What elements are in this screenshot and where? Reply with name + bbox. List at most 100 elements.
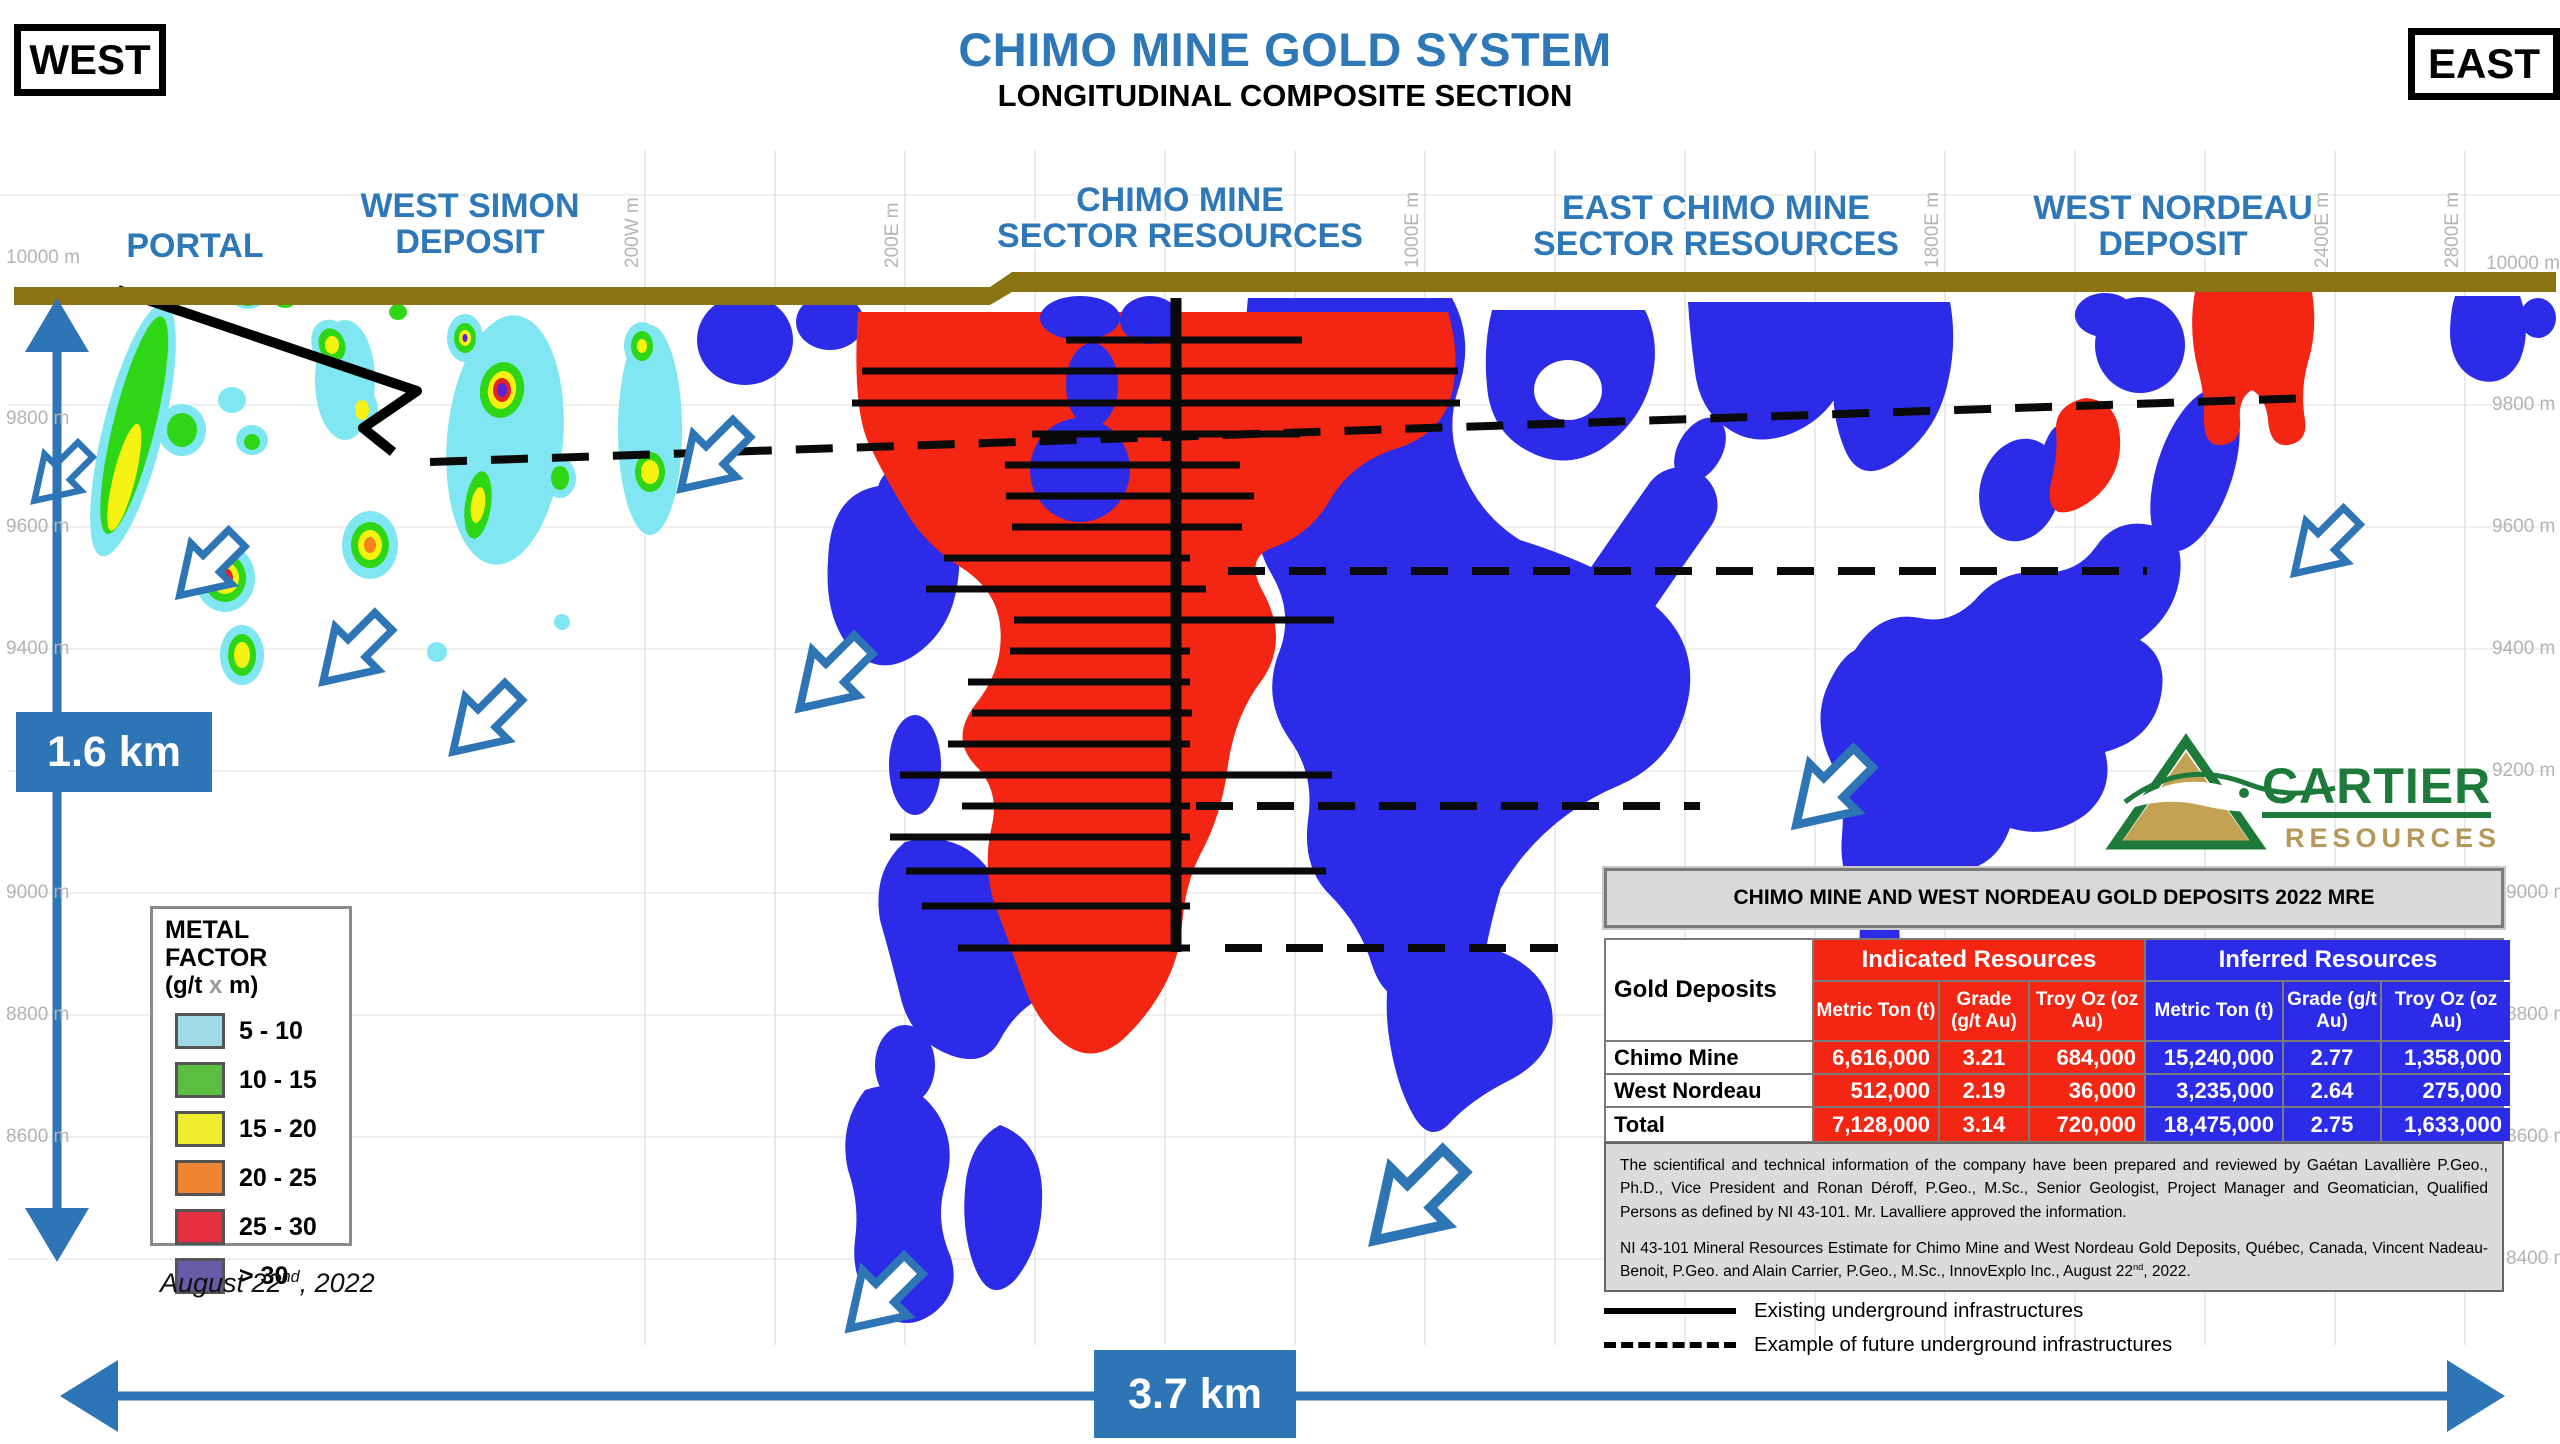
table-cell: 7,128,000	[1814, 1108, 1938, 1141]
col-header-metric: Metric Ton (t)	[2146, 982, 2282, 1040]
col-header-grade: Grade (g/t Au)	[2284, 982, 2380, 1040]
inferred-resource-blobs	[697, 293, 2556, 1324]
line-legend-future: Example of future underground infrastruc…	[1604, 1330, 2504, 1360]
elevation-label-left: 9800 m	[6, 408, 70, 429]
mf-sub-pre: (g/t	[165, 972, 209, 999]
legend-swatch	[175, 1258, 225, 1294]
disclaimer-paragraph-2: NI 43-101 Mineral Resources Estimate for…	[1620, 1237, 2488, 1284]
elevation-label-right: 8800 m	[2506, 1004, 2560, 1025]
disclaimer-paragraph-1: The scientifical and technical informati…	[1620, 1157, 2488, 1221]
table-cell: 3,235,000	[2146, 1075, 2282, 1106]
disclaimer-p2-pre: NI 43-101 Mineral Resources Estimate for…	[1620, 1239, 2488, 1280]
elevation-label-right: 9400 m	[2492, 638, 2556, 659]
page-title: CHIMO MINE GOLD SYSTEM	[958, 23, 1612, 76]
metal-factor-title: METAL FACTOR	[165, 916, 268, 972]
table-row-header: Gold Deposits	[1606, 940, 1812, 1040]
label-west-simon-line2: DEPOSIT	[395, 223, 545, 262]
future-infrastructure-lines	[429, 394, 2311, 952]
solid-line-icon	[1604, 1308, 1736, 1314]
table-cell: 15,240,000	[2146, 1042, 2282, 1073]
elevation-label-left: 8800 m	[6, 1004, 70, 1025]
legend-label: 5 - 10	[239, 1016, 303, 1045]
logo-name: CARTIER	[2262, 758, 2492, 818]
table-row-name: West Nordeau	[1606, 1075, 1812, 1106]
inferred-group-header: Inferred Resources	[2146, 940, 2510, 980]
label-chimo-mine: CHIMO MINE SECTOR RESOURCES	[997, 182, 1363, 254]
portal-ramp-line	[116, 285, 422, 456]
legend-item: 10 - 15	[175, 1062, 349, 1098]
flow-arrow-icon	[1346, 1133, 1482, 1269]
disclaimer-box: The scientifical and technical informati…	[1604, 1142, 2504, 1292]
flow-arrow-icon	[432, 670, 535, 773]
label-chimo-line1: CHIMO MINE	[1076, 181, 1284, 219]
elevation-label-right: 8600 m	[2506, 1126, 2560, 1147]
logo-name-text: CARTIER	[2262, 758, 2492, 814]
elevation-label-right: 10000 m	[2486, 253, 2560, 274]
label-west-simon: WEST SIMON DEPOSIT	[360, 188, 579, 260]
date-label: August 22nd, 2022	[160, 1268, 375, 1299]
legend-label: 10 - 15	[239, 1065, 317, 1094]
logo-subtitle: RESOURCES	[2285, 823, 2502, 853]
elevation-label-right: 8400 m	[2506, 1248, 2560, 1269]
table-row-name: Chimo Mine	[1606, 1042, 1812, 1073]
legend-swatch	[175, 1013, 225, 1049]
cartier-logo-wordmark: CARTIER	[2262, 757, 2492, 818]
table-cell: 720,000	[2030, 1108, 2144, 1141]
table-cell: 1,633,000	[2382, 1108, 2510, 1141]
label-portal: PORTAL	[126, 227, 264, 265]
east-direction-box: EAST	[2408, 28, 2560, 100]
vertical-scale-badge: 1.6 km	[16, 712, 212, 792]
grid-x-label: 200W m	[622, 197, 643, 268]
table-cell: 684,000	[2030, 1042, 2144, 1073]
grid-x-label: 2800E m	[2442, 191, 2463, 268]
legend-item: 20 - 25	[175, 1160, 349, 1196]
horizontal-scale-badge: 3.7 km	[1094, 1350, 1296, 1438]
elevation-label-left: 9400 m	[6, 638, 70, 659]
grid-x-label: 200E m	[882, 202, 903, 268]
label-east-chimo-line1: EAST CHIMO MINE	[1562, 189, 1870, 227]
legend-label: > 30	[239, 1261, 289, 1290]
table-cell: 6,616,000	[1814, 1042, 1938, 1073]
metal-factor-subtitle: (g/t x m)	[165, 972, 349, 1000]
logo-underline	[2262, 812, 2492, 818]
mf-sub-post: m)	[222, 972, 259, 999]
table-cell: 512,000	[1814, 1075, 1938, 1106]
legend-item: 15 - 20	[175, 1111, 349, 1147]
table-cell: 3.14	[1940, 1108, 2028, 1141]
page-subtitle: LONGITUDINAL COMPOSITE SECTION	[997, 78, 1573, 113]
legend-item: > 30	[175, 1258, 349, 1294]
legend-label: 15 - 20	[239, 1114, 317, 1143]
elevation-label-right: 9000 m	[2506, 882, 2560, 903]
label-east-chimo-line2: SECTOR RESOURCES	[1533, 225, 1899, 264]
table-cell: 2.77	[2284, 1042, 2380, 1073]
elevation-label-left: 8600 m	[6, 1126, 70, 1147]
west-direction-box: WEST	[14, 24, 166, 96]
label-west-nordeau-line1: WEST NORDEAU	[2033, 189, 2313, 227]
grid-x-label: 2400E m	[2312, 191, 2333, 268]
legend-swatch	[175, 1209, 225, 1245]
label-west-nordeau: WEST NORDEAU DEPOSIT	[2033, 190, 2313, 262]
col-header-troy: Troy Oz (oz Au)	[2382, 982, 2510, 1040]
table-cell: 18,475,000	[2146, 1108, 2282, 1141]
legend-label: 25 - 30	[239, 1212, 317, 1241]
table-cell: 1,358,000	[2382, 1042, 2510, 1073]
label-chimo-line2: SECTOR RESOURCES	[997, 217, 1363, 256]
legend-swatch	[175, 1062, 225, 1098]
grid-x-label: 1000E m	[1402, 191, 1423, 268]
mre-table-title: CHIMO MINE AND WEST NORDEAU GOLD DEPOSIT…	[1604, 868, 2504, 928]
line-legend-existing: Existing underground infrastructures	[1604, 1296, 2504, 1326]
line-legend-label: Existing underground infrastructures	[1754, 1299, 2084, 1322]
elevation-label-left: 10000 m	[6, 247, 80, 268]
col-header-metric: Metric Ton (t)	[1814, 982, 1938, 1040]
date-sup: nd	[281, 1268, 300, 1286]
metal-factor-legend: METAL FACTOR (g/t x m) 5 - 10 10 - 15 15…	[150, 906, 352, 1294]
elevation-label-left: 9600 m	[6, 516, 70, 537]
date-post: , 2022	[299, 1268, 375, 1298]
grid-x-label: 1800E m	[1922, 191, 1943, 268]
col-header-grade: Grade (g/t Au)	[1940, 982, 2028, 1040]
date-pre: August 22	[160, 1268, 282, 1298]
table-cell: 2.64	[2284, 1075, 2380, 1106]
flow-arrow-icon	[2274, 496, 2372, 594]
